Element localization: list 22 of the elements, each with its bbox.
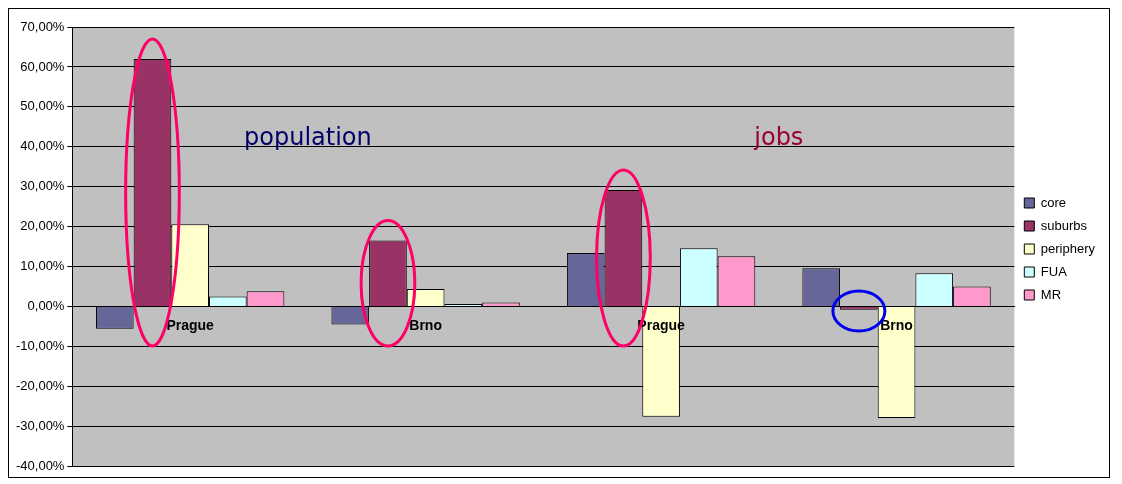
y-tick-label: 70,00% <box>20 18 65 34</box>
y-tick-label: 0,00% <box>27 298 65 314</box>
y-tick-label: 20,00% <box>20 218 65 234</box>
y-tick-label: 40,00% <box>20 138 65 154</box>
y-tick-label: -20,00% <box>16 377 65 393</box>
legend-label: core <box>1040 194 1067 210</box>
x-tick-label: Prague <box>166 317 215 334</box>
annotation: population <box>244 123 372 152</box>
legend-label: suburbs <box>1040 217 1088 233</box>
legend-label: MR <box>1040 286 1062 302</box>
y-tick-label: 60,00% <box>20 58 65 74</box>
legend-label: periphery <box>1040 240 1096 256</box>
y-tick-label: 30,00% <box>20 178 65 194</box>
y-tick-label: -10,00% <box>16 338 65 353</box>
y-tick-label: -30,00% <box>16 417 65 433</box>
x-tick-label: Brno <box>880 317 913 334</box>
legend-label: FUA <box>1040 263 1068 279</box>
annotation: jobs <box>753 123 804 152</box>
y-tick-label: -40,00% <box>16 457 65 473</box>
x-tick-label: Brno <box>409 317 442 334</box>
y-tick-label: 50,00% <box>20 98 65 114</box>
y-tick-label: 10,00% <box>20 258 65 274</box>
